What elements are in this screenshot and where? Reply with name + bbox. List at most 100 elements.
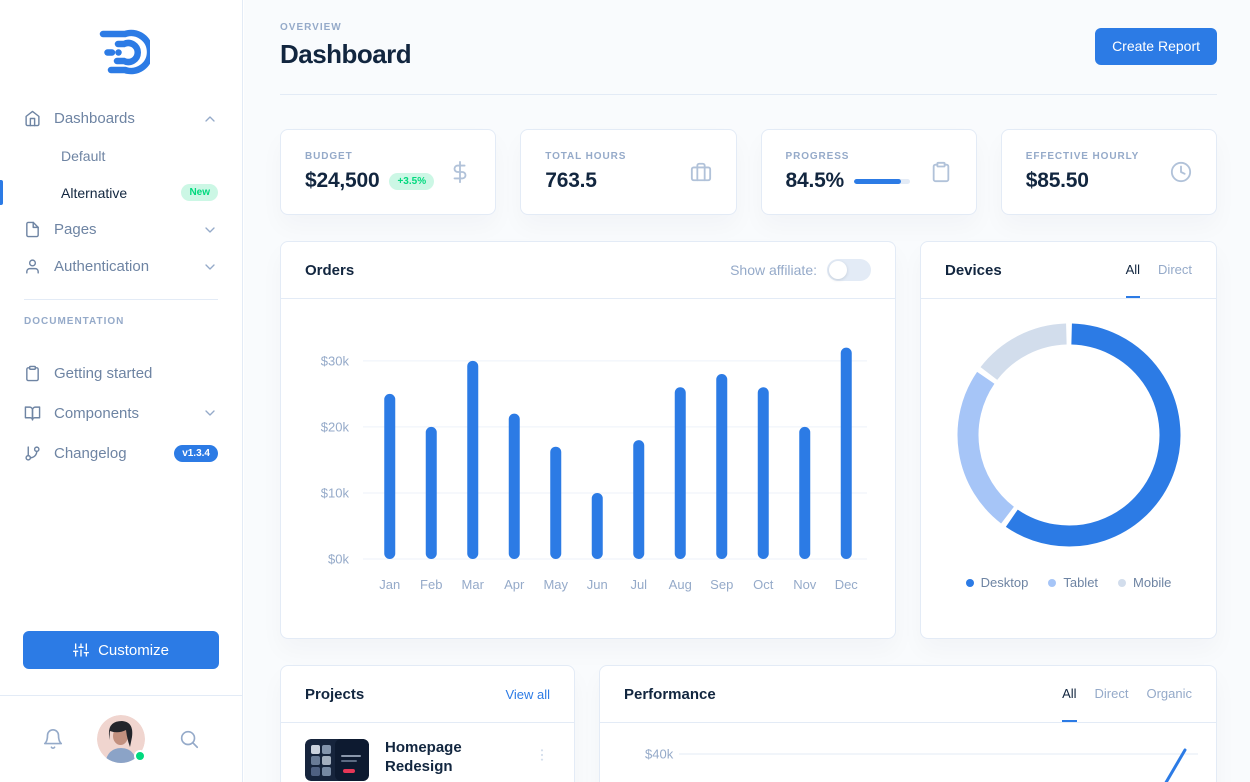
sidebar-item-changelog[interactable]: Changelog v1.3.4 [0,433,242,473]
sidebar-item-default[interactable]: Default [0,137,242,174]
project-item-homepage-redesign[interactable]: Homepage Redesign [281,723,574,782]
git-branch-icon [24,445,41,462]
view-all-link[interactable]: View all [505,686,550,702]
toggle-knob [829,261,847,279]
stat-card-progress: PROGRESS 84.5% [760,129,977,215]
svg-text:Nov: Nov [793,577,817,592]
stat-change-badge: +3.5% [389,172,435,190]
legend-item-desktop[interactable]: Desktop [965,575,1029,590]
svg-text:Dec: Dec [835,577,859,592]
svg-text:$20k: $20k [321,419,350,434]
projects-card-title: Projects [305,685,365,703]
clipboard-icon [930,161,952,183]
chevron-down-icon [202,405,218,421]
sliders-icon [73,642,90,658]
customize-button[interactable]: Customize [23,631,219,669]
svg-text:Apr: Apr [504,577,525,592]
brand-logo[interactable] [0,0,242,84]
avatar-photo [97,715,145,763]
svg-text:May: May [543,577,568,592]
sidebar: Dashboards Default Alternative New Pages Auth… [0,0,243,782]
sidebar-item-label: Alternative [61,184,128,201]
sidebar-item-alternative[interactable]: Alternative New [0,174,242,211]
legend-dot [1118,578,1127,587]
page-header: OVERVIEW Dashboard Create Report [280,0,1217,95]
orders-bar-chart: $0k $10k $20k $30k Jan Feb Mar Apr May Jun Jul Aug S… [321,347,867,592]
legend-label: Tablet [1063,575,1099,590]
show-affiliate-toggle[interactable] [827,259,871,281]
svg-text:Jun: Jun [587,577,608,592]
sidebar-divider [24,299,218,300]
chevron-down-icon [202,259,218,275]
projects-list: Homepage Redesign [281,723,574,782]
stat-value: $85.50 [1025,169,1089,192]
dollar-sign-icon [449,161,471,183]
stat-card-budget: BUDGET $24,500 +3.5% [280,129,497,215]
legend-label: Desktop [980,575,1029,590]
clipboard-icon [24,365,41,382]
file-icon [24,221,41,238]
performance-tab-organic[interactable]: Organic [1146,685,1192,701]
performance-tab-direct[interactable]: Direct [1094,685,1129,701]
chevron-down-icon [202,222,218,238]
sidebar-nav: Dashboards Default Alternative New Pages Auth… [0,100,242,285]
alternative-badge: New [181,184,218,201]
svg-text:Aug: Aug [669,577,692,592]
performance-tab-all[interactable]: All [1062,666,1077,722]
sidebar-item-label: Authentication [54,258,150,275]
orders-card: Orders Show affiliate: $0k $10k $20k $30k Ja… [280,241,896,639]
show-affiliate-label: Show affiliate: [730,262,817,278]
stat-value: 84.5% [785,169,845,192]
svg-text:$10k: $10k [321,485,350,500]
stat-card-effective-hourly: EFFECTIVE HOURLY $85.50 [1000,129,1217,215]
performance-tabs: All Direct Organic [1062,666,1192,722]
search-icon[interactable] [178,728,200,750]
project-thumbnail [305,739,369,781]
svg-text:Sep: Sep [710,577,733,592]
svg-text:$40k: $40k [645,747,674,762]
home-icon [24,110,41,127]
sidebar-item-label: Dashboards [54,110,135,127]
stat-value: 763.5 [545,169,597,192]
legend-item-tablet[interactable]: Tablet [1048,575,1098,590]
progress-bar [854,178,910,184]
svg-text:Mar: Mar [462,577,485,592]
chevron-up-icon [202,111,218,127]
devices-card: Devices All Direct Desktop Tablet Mobile [920,241,1217,639]
devices-card-title: Devices [945,261,1002,279]
more-vertical-icon[interactable] [534,747,550,763]
svg-text:Jul: Jul [630,577,647,592]
clock-icon [1170,161,1192,183]
devices-tab-direct[interactable]: Direct [1158,261,1192,277]
stat-value: $24,500 [305,169,380,192]
svg-text:Feb: Feb [420,577,442,592]
sidebar-item-getting-started[interactable]: Getting started [0,353,242,393]
sidebar-item-components[interactable]: Components [0,393,242,433]
devices-donut-chart [957,323,1180,547]
stat-card-total-hours: TOTAL HOURS 763.5 [520,129,737,215]
devices-tabs: All Direct [1125,242,1192,298]
stat-label: TOTAL HOURS [545,151,627,162]
brand-d-logo-icon [99,29,150,75]
sidebar-item-authentication[interactable]: Authentication [0,248,242,285]
bell-icon[interactable] [42,728,64,750]
performance-line-chart: $40k [645,747,1198,782]
svg-text:Oct: Oct [753,577,774,592]
sidebar-item-label: Default [61,147,106,164]
changelog-badge: v1.3.4 [174,444,218,462]
sidebar-item-pages[interactable]: Pages [0,211,242,248]
user-avatar[interactable] [97,715,146,763]
projects-card: Projects View all Homepage Redesign [280,665,575,782]
sidebar-docs-nav: Getting started Components Changelog v1.3.4 [0,353,242,473]
sidebar-item-dashboards[interactable]: Dashboards [0,100,242,137]
legend-item-mobile[interactable]: Mobile [1118,575,1171,590]
sidebar-section-heading: DOCUMENTATION [24,316,125,327]
sidebar-footer [0,695,242,782]
sidebar-item-label: Changelog [54,444,127,462]
customize-button-label: Customize [98,641,169,659]
create-report-button[interactable]: Create Report [1095,27,1217,65]
legend-label: Mobile [1133,575,1172,590]
devices-tab-all[interactable]: All [1125,242,1141,298]
legend-dot [1048,578,1057,587]
stat-label: PROGRESS [785,151,850,162]
